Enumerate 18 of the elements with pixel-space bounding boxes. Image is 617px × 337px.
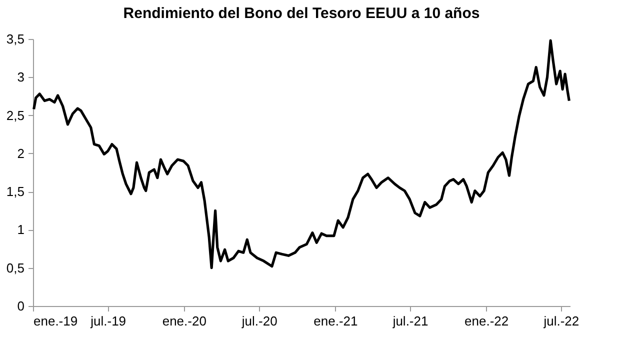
y-tick-label: 3 [17, 70, 24, 85]
x-tick-label: ene.-22 [464, 314, 509, 328]
y-tick-label: 2 [17, 146, 24, 161]
y-tick-label: 0,5 [6, 260, 24, 276]
y-tick-label: 1 [17, 222, 24, 238]
line-series [32, 39, 570, 270]
x-tick-label: jul.-21 [392, 314, 428, 328]
x-tick-label: ene.-20 [162, 314, 206, 328]
x-tick-label: jul.-19 [90, 314, 126, 328]
y-tick-label: 2,5 [6, 108, 24, 123]
x-tick-label: jul.-22 [542, 314, 580, 328]
x-tick-label: jul.-20 [240, 314, 278, 328]
x-tick-label: ene.-19 [34, 314, 78, 328]
chart-title: Rendimiento del Bono del Tesoro EEUU a 10 años [123, 5, 480, 22]
y-tick-label: 1,5 [6, 184, 24, 200]
x-tick-label: ene.-21 [314, 314, 358, 328]
y-tick-label: 0 [17, 298, 24, 314]
y-tick-label: 3,5 [6, 32, 24, 46]
